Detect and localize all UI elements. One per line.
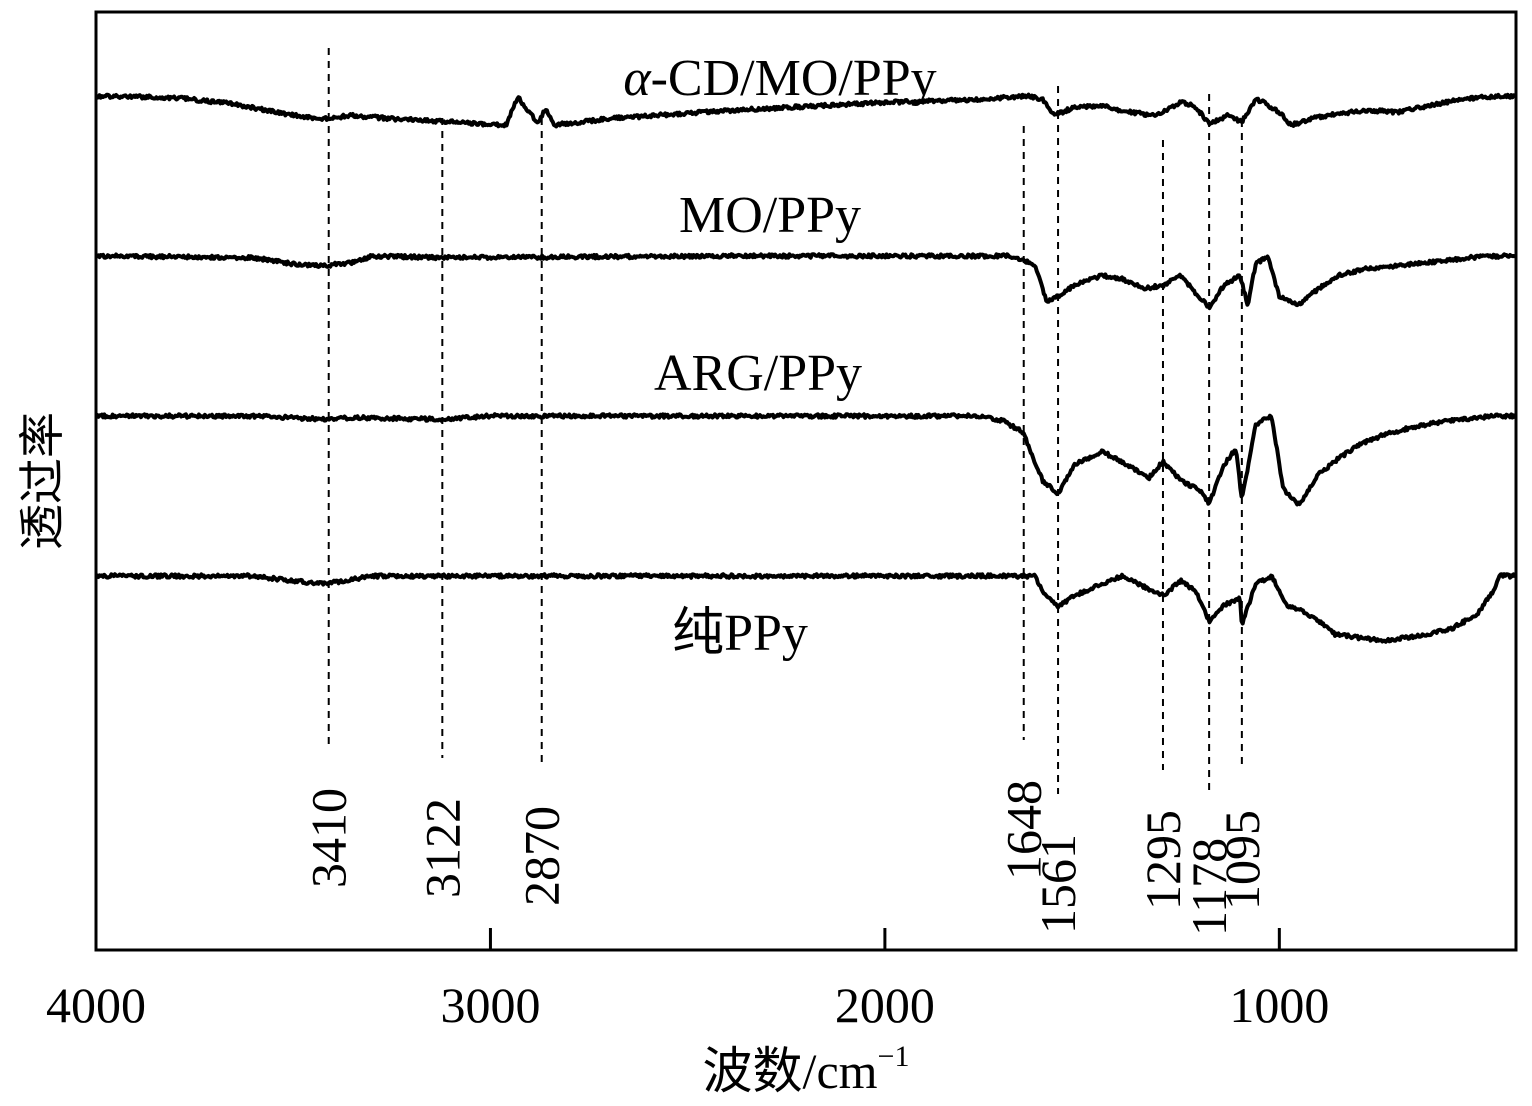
x-tick-label: 1000 [1229,977,1329,1033]
plot-frame [94,10,1518,952]
peak-label: 3122 [414,798,470,898]
spectrum-line [94,412,1517,507]
peak-label: 1178 [1181,838,1237,936]
peak-label: 1095 [1214,810,1270,910]
spectrum-line [94,252,1517,311]
series-label: α-CD/MO/PPy [623,50,936,107]
peak-label: 1561 [1030,834,1086,934]
peak-label: 3410 [301,788,357,888]
series-label: MO/PPy [679,187,861,244]
x-tick-label: 2000 [835,977,935,1033]
series-labels: α-CD/MO/PPy MO/PPy ARG/PPy 纯PPy [623,50,936,662]
spectrum-line [94,572,1517,644]
series-label: 纯PPy [672,605,808,662]
peak-label: 2870 [514,806,570,906]
peak-label: 1648 [996,780,1052,880]
x-axis-title: 波数/cm−1 [703,1040,910,1099]
peak-label: 1295 [1135,810,1191,910]
spectrum-line [94,92,1518,129]
series-label: ARG/PPy [654,345,862,402]
y-axis-title: 透过率 [15,412,69,550]
x-axis-ticks: 4000 3000 2000 1000 [46,928,1329,1033]
spectra-series [94,92,1518,644]
x-tick-label: 4000 [46,977,146,1033]
x-tick-label: 3000 [440,977,540,1033]
